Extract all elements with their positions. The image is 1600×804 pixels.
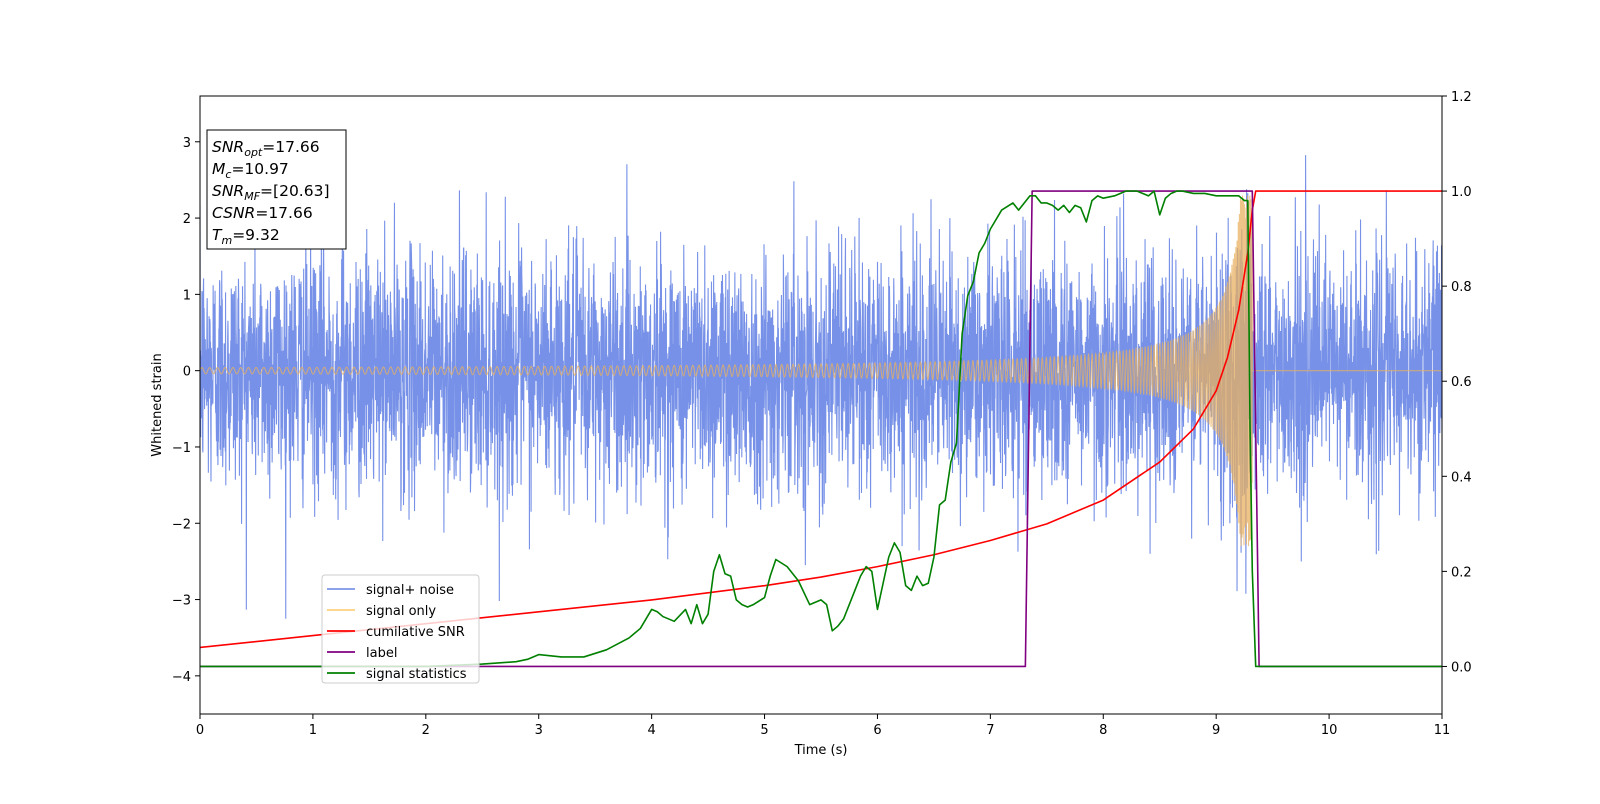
x-tick-label: 1 xyxy=(309,723,317,738)
y-tick-label: 1 xyxy=(183,288,191,303)
y-tick-label: −2 xyxy=(172,517,191,532)
series-signal-only xyxy=(200,195,1442,547)
info-box: SNRopt=17.66Mc=10.97SNRMF=[20.63]CSNR=17… xyxy=(206,129,347,250)
legend-label: signal only xyxy=(366,604,436,619)
y-tick-label: −3 xyxy=(172,594,191,609)
y2-tick-label: 1.2 xyxy=(1451,90,1472,105)
axes: 0 1 2 3 4 5 6 7 8 9 10 113210−1−2−3−41.21.00.80.60.… xyxy=(172,90,1472,738)
y2-tick-label: 0.6 xyxy=(1451,375,1472,390)
legend-label: signal statistics xyxy=(366,667,467,682)
info-line: SNRopt=17.66 xyxy=(212,138,320,159)
info-line: Mc=10.97 xyxy=(212,160,289,181)
y-tick-label: 2 xyxy=(183,212,191,227)
y-tick-label: −1 xyxy=(172,441,191,456)
info-line: CSNR=17.66 xyxy=(212,204,313,222)
x-tick-label: 8 xyxy=(1099,723,1107,738)
y-tick-label: 3 xyxy=(183,136,191,151)
legend-frame xyxy=(321,574,480,684)
x-tick-label: 3 xyxy=(535,723,543,738)
x-tick-label: 7 xyxy=(986,723,994,738)
x-tick-label: 4 xyxy=(647,723,655,738)
y2-tick-label: 1.0 xyxy=(1451,185,1472,200)
y2-tick-label: 0.8 xyxy=(1451,280,1472,295)
series-cumilative-snr xyxy=(200,190,1442,649)
y2-tick-label: 0.4 xyxy=(1451,470,1472,485)
y-tick-label: 0 xyxy=(183,365,191,380)
legend-label: cumilative SNR xyxy=(366,625,465,640)
x-axis-label: Time (s) xyxy=(794,743,848,758)
x-tick-label: 9 xyxy=(1212,723,1220,738)
x-tick-label: 10 xyxy=(1321,723,1338,738)
x-tick-label: 6 xyxy=(873,723,881,738)
legend-label: signal+ noise xyxy=(366,583,454,598)
y-tick-label: −4 xyxy=(172,670,191,685)
info-box-frame xyxy=(206,129,347,250)
x-tick-label: 5 xyxy=(760,723,768,738)
legend: signal+ noise signal only cumilative SNR la… xyxy=(321,574,480,684)
y-axis-label: Whitened strain xyxy=(150,353,165,456)
plot-frame xyxy=(199,95,1443,715)
y2-tick-label: 0.2 xyxy=(1451,565,1472,580)
legend-label: label xyxy=(366,646,397,661)
plot-area xyxy=(200,155,1442,668)
y2-tick-label: 0.0 xyxy=(1451,660,1472,675)
info-line: Tm=9.32 xyxy=(212,226,280,247)
x-tick-label: 2 xyxy=(422,723,430,738)
info-line: SNRMF=[20.63] xyxy=(212,182,330,203)
x-tick-label: 0 xyxy=(196,723,204,738)
x-tick-label: 11 xyxy=(1434,723,1451,738)
series-signal-statistics xyxy=(200,190,1442,668)
